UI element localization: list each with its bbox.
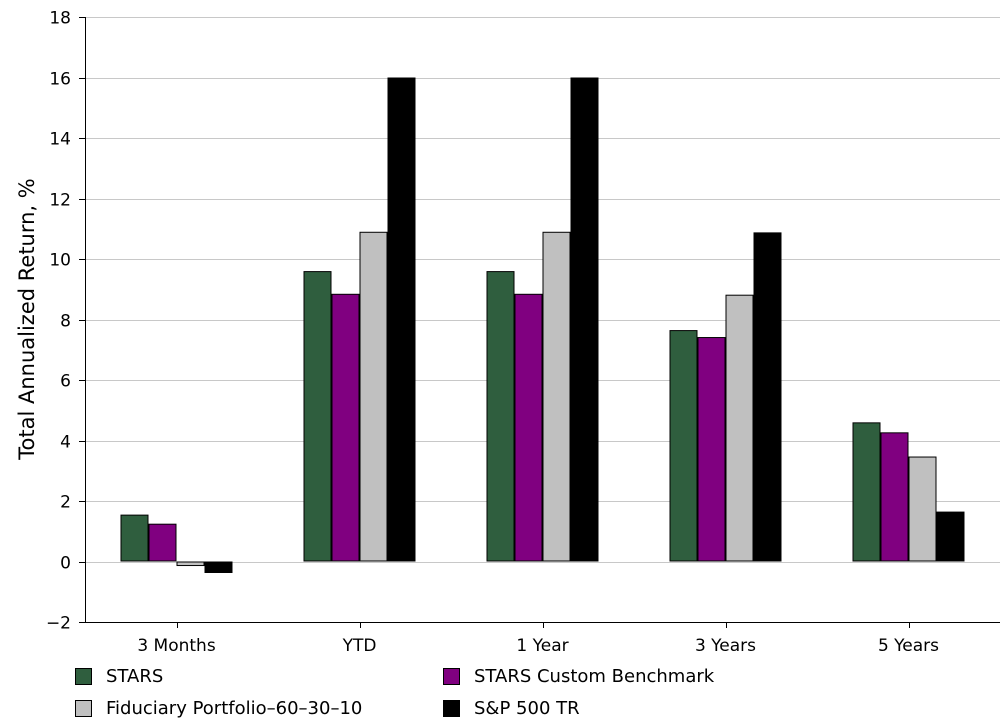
bar <box>725 294 754 562</box>
legend-swatch-fiduciary-portfolio <box>75 699 92 717</box>
bar <box>120 514 149 562</box>
y-tick-label: 2 <box>60 493 71 513</box>
legend-item-stars: STARS <box>75 664 163 688</box>
y-tick-label: 0 <box>60 554 71 574</box>
legend-item-fiduciary-portfolio: Fiduciary Portfolio–60–30–10 <box>75 696 362 720</box>
bar <box>204 561 233 573</box>
legend-label-fiduciary-portfolio: Fiduciary Portfolio–60–30–10 <box>106 697 363 719</box>
bar <box>359 231 388 562</box>
x-tick-label: 3 Years <box>695 636 756 656</box>
bar-chart: −2 0 2 4 6 8 10 12 14 16 18 3 Months YTD 1 Year 3 Yea… <box>15 9 1000 656</box>
x-tick-label: YTD <box>342 636 377 656</box>
legend-label-sp500-tr: S&P 500 TR <box>474 697 580 719</box>
legend-swatch-stars-custom-benchmark <box>443 667 460 685</box>
bar <box>176 561 205 567</box>
y-tick-label: 12 <box>49 191 71 211</box>
x-tick-label: 1 Year <box>516 636 568 656</box>
x-tick-label: 5 Years <box>878 636 939 656</box>
bar <box>570 77 599 562</box>
bar <box>514 293 543 562</box>
legend-label-stars: STARS <box>106 665 164 687</box>
bar <box>697 337 726 562</box>
x-tick-label: 3 Months <box>137 636 216 656</box>
bar <box>669 330 698 562</box>
y-tick-label: −2 <box>46 614 71 634</box>
y-tick-label: 8 <box>60 312 71 332</box>
y-tick-labels: −2 0 2 4 6 8 10 12 14 16 18 <box>46 9 71 634</box>
bar <box>852 422 881 562</box>
bar <box>936 511 965 562</box>
bar <box>753 232 782 562</box>
bar <box>303 271 332 562</box>
bar <box>486 271 515 562</box>
y-axis-label: Total Annualized Return, % <box>15 178 39 461</box>
legend-label-stars-custom-benchmark: STARS Custom Benchmark <box>474 665 715 687</box>
y-tick-label: 16 <box>49 70 71 90</box>
y-tick-label: 4 <box>60 433 71 453</box>
y-tick-label: 10 <box>49 251 71 271</box>
bar <box>148 523 177 562</box>
legend: STARS STARS Custom Benchmark Fiduciary P… <box>75 664 975 720</box>
y-tick-label: 18 <box>49 9 71 29</box>
bar <box>331 293 360 562</box>
bar <box>880 432 909 562</box>
y-tick-label: 14 <box>49 130 71 150</box>
legend-item-sp500-tr: S&P 500 TR <box>443 696 580 720</box>
legend-swatch-sp500-tr <box>443 699 460 717</box>
x-tick-labels: 3 Months YTD 1 Year 3 Years 5 Years <box>137 636 939 656</box>
bar <box>908 456 937 562</box>
y-tick-label: 6 <box>60 372 71 392</box>
legend-swatch-stars <box>75 667 92 685</box>
axes <box>79 17 1000 628</box>
bars <box>120 77 965 573</box>
bar <box>387 77 416 562</box>
bar <box>542 231 571 562</box>
legend-item-stars-custom-benchmark: STARS Custom Benchmark <box>443 664 714 688</box>
